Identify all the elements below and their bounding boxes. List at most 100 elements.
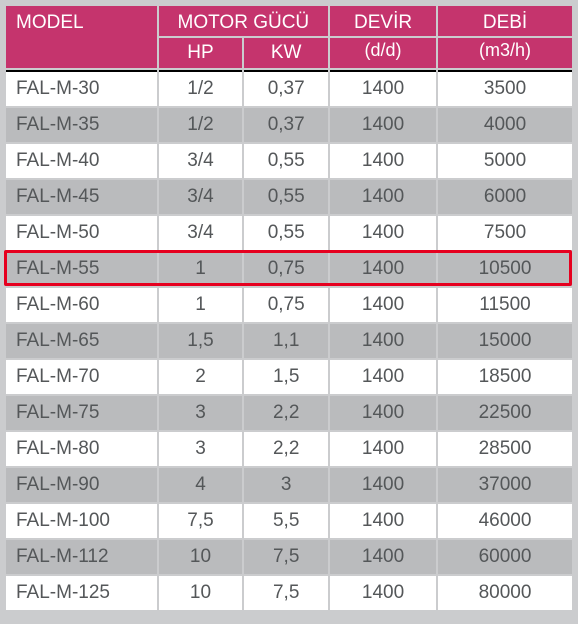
table-row: FAL-M-112107,5140060000: [6, 540, 572, 574]
header-debi-unit: (m3/h): [438, 38, 572, 68]
cell-devir: 1400: [330, 576, 436, 610]
table-row: FAL-M-453/40,5514006000: [6, 180, 572, 214]
header-devir: DEVİR: [330, 6, 436, 36]
header-motor-gucu: MOTOR GÜCÜ: [159, 6, 328, 36]
table-row: FAL-M-8032,2140028500: [6, 432, 572, 466]
cell-debi: 46000: [438, 504, 572, 538]
cell-kw: 0,75: [244, 288, 328, 322]
header-kw: KW: [244, 38, 328, 68]
table-row: FAL-M-301/20,3714003500: [6, 70, 572, 106]
cell-devir: 1400: [330, 216, 436, 250]
cell-kw: 0,55: [244, 216, 328, 250]
spec-table: MODEL MOTOR GÜCÜ DEVİR DEBİ HP KW (d/d) …: [4, 4, 574, 612]
cell-model: FAL-M-90: [6, 468, 157, 502]
table-row: FAL-M-9043140037000: [6, 468, 572, 502]
cell-hp: 7,5: [159, 504, 243, 538]
table-row: FAL-M-651,51,1140015000: [6, 324, 572, 358]
cell-devir: 1400: [330, 288, 436, 322]
table-row: FAL-M-1007,55,5140046000: [6, 504, 572, 538]
cell-model: FAL-M-80: [6, 432, 157, 466]
cell-model: FAL-M-35: [6, 108, 157, 142]
table-row: FAL-M-5510,75140010500: [6, 252, 572, 286]
cell-kw: 0,37: [244, 108, 328, 142]
cell-model: FAL-M-75: [6, 396, 157, 430]
cell-kw: 2,2: [244, 432, 328, 466]
spec-table-container: MODEL MOTOR GÜCÜ DEVİR DEBİ HP KW (d/d) …: [4, 4, 574, 612]
cell-debi: 7500: [438, 216, 572, 250]
table-row: FAL-M-351/20,3714004000: [6, 108, 572, 142]
cell-hp: 10: [159, 540, 243, 574]
cell-devir: 1400: [330, 540, 436, 574]
cell-model: FAL-M-55: [6, 252, 157, 286]
cell-debi: 37000: [438, 468, 572, 502]
cell-debi: 3500: [438, 70, 572, 106]
cell-devir: 1400: [330, 504, 436, 538]
cell-devir: 1400: [330, 468, 436, 502]
cell-hp: 10: [159, 576, 243, 610]
cell-kw: 1,5: [244, 360, 328, 394]
cell-kw: 7,5: [244, 540, 328, 574]
cell-hp: 1: [159, 288, 243, 322]
cell-model: FAL-M-125: [6, 576, 157, 610]
cell-model: FAL-M-60: [6, 288, 157, 322]
cell-model: FAL-M-100: [6, 504, 157, 538]
cell-hp: 4: [159, 468, 243, 502]
cell-debi: 15000: [438, 324, 572, 358]
cell-devir: 1400: [330, 252, 436, 286]
table-header: MODEL MOTOR GÜCÜ DEVİR DEBİ HP KW (d/d) …: [6, 6, 572, 68]
cell-hp: 2: [159, 360, 243, 394]
cell-debi: 4000: [438, 108, 572, 142]
table-row: FAL-M-7532,2140022500: [6, 396, 572, 430]
cell-debi: 10500: [438, 252, 572, 286]
cell-kw: 0,75: [244, 252, 328, 286]
cell-hp: 3/4: [159, 144, 243, 178]
header-hp: HP: [159, 38, 243, 68]
cell-debi: 28500: [438, 432, 572, 466]
cell-kw: 2,2: [244, 396, 328, 430]
cell-kw: 0,37: [244, 70, 328, 106]
header-model: MODEL: [6, 6, 157, 68]
cell-devir: 1400: [330, 432, 436, 466]
cell-model: FAL-M-65: [6, 324, 157, 358]
cell-devir: 1400: [330, 324, 436, 358]
cell-hp: 1: [159, 252, 243, 286]
cell-kw: 0,55: [244, 144, 328, 178]
cell-hp: 3/4: [159, 216, 243, 250]
cell-devir: 1400: [330, 108, 436, 142]
header-debi: DEBİ: [438, 6, 572, 36]
cell-hp: 1/2: [159, 70, 243, 106]
cell-devir: 1400: [330, 396, 436, 430]
cell-model: FAL-M-30: [6, 70, 157, 106]
table-row: FAL-M-403/40,5514005000: [6, 144, 572, 178]
cell-hp: 3: [159, 432, 243, 466]
cell-debi: 6000: [438, 180, 572, 214]
cell-debi: 18500: [438, 360, 572, 394]
cell-model: FAL-M-45: [6, 180, 157, 214]
cell-debi: 11500: [438, 288, 572, 322]
cell-devir: 1400: [330, 70, 436, 106]
cell-model: FAL-M-112: [6, 540, 157, 574]
cell-hp: 1,5: [159, 324, 243, 358]
table-row: FAL-M-6010,75140011500: [6, 288, 572, 322]
cell-debi: 5000: [438, 144, 572, 178]
cell-kw: 1,1: [244, 324, 328, 358]
cell-kw: 3: [244, 468, 328, 502]
header-devir-unit: (d/d): [330, 38, 436, 68]
table-body: FAL-M-301/20,3714003500FAL-M-351/20,3714…: [6, 70, 572, 610]
cell-hp: 1/2: [159, 108, 243, 142]
table-row: FAL-M-125107,5140080000: [6, 576, 572, 610]
cell-model: FAL-M-40: [6, 144, 157, 178]
cell-debi: 22500: [438, 396, 572, 430]
cell-kw: 5,5: [244, 504, 328, 538]
cell-hp: 3/4: [159, 180, 243, 214]
table-row: FAL-M-503/40,5514007500: [6, 216, 572, 250]
cell-devir: 1400: [330, 144, 436, 178]
cell-debi: 60000: [438, 540, 572, 574]
cell-devir: 1400: [330, 360, 436, 394]
cell-devir: 1400: [330, 180, 436, 214]
cell-hp: 3: [159, 396, 243, 430]
cell-model: FAL-M-50: [6, 216, 157, 250]
cell-model: FAL-M-70: [6, 360, 157, 394]
cell-kw: 0,55: [244, 180, 328, 214]
cell-debi: 80000: [438, 576, 572, 610]
